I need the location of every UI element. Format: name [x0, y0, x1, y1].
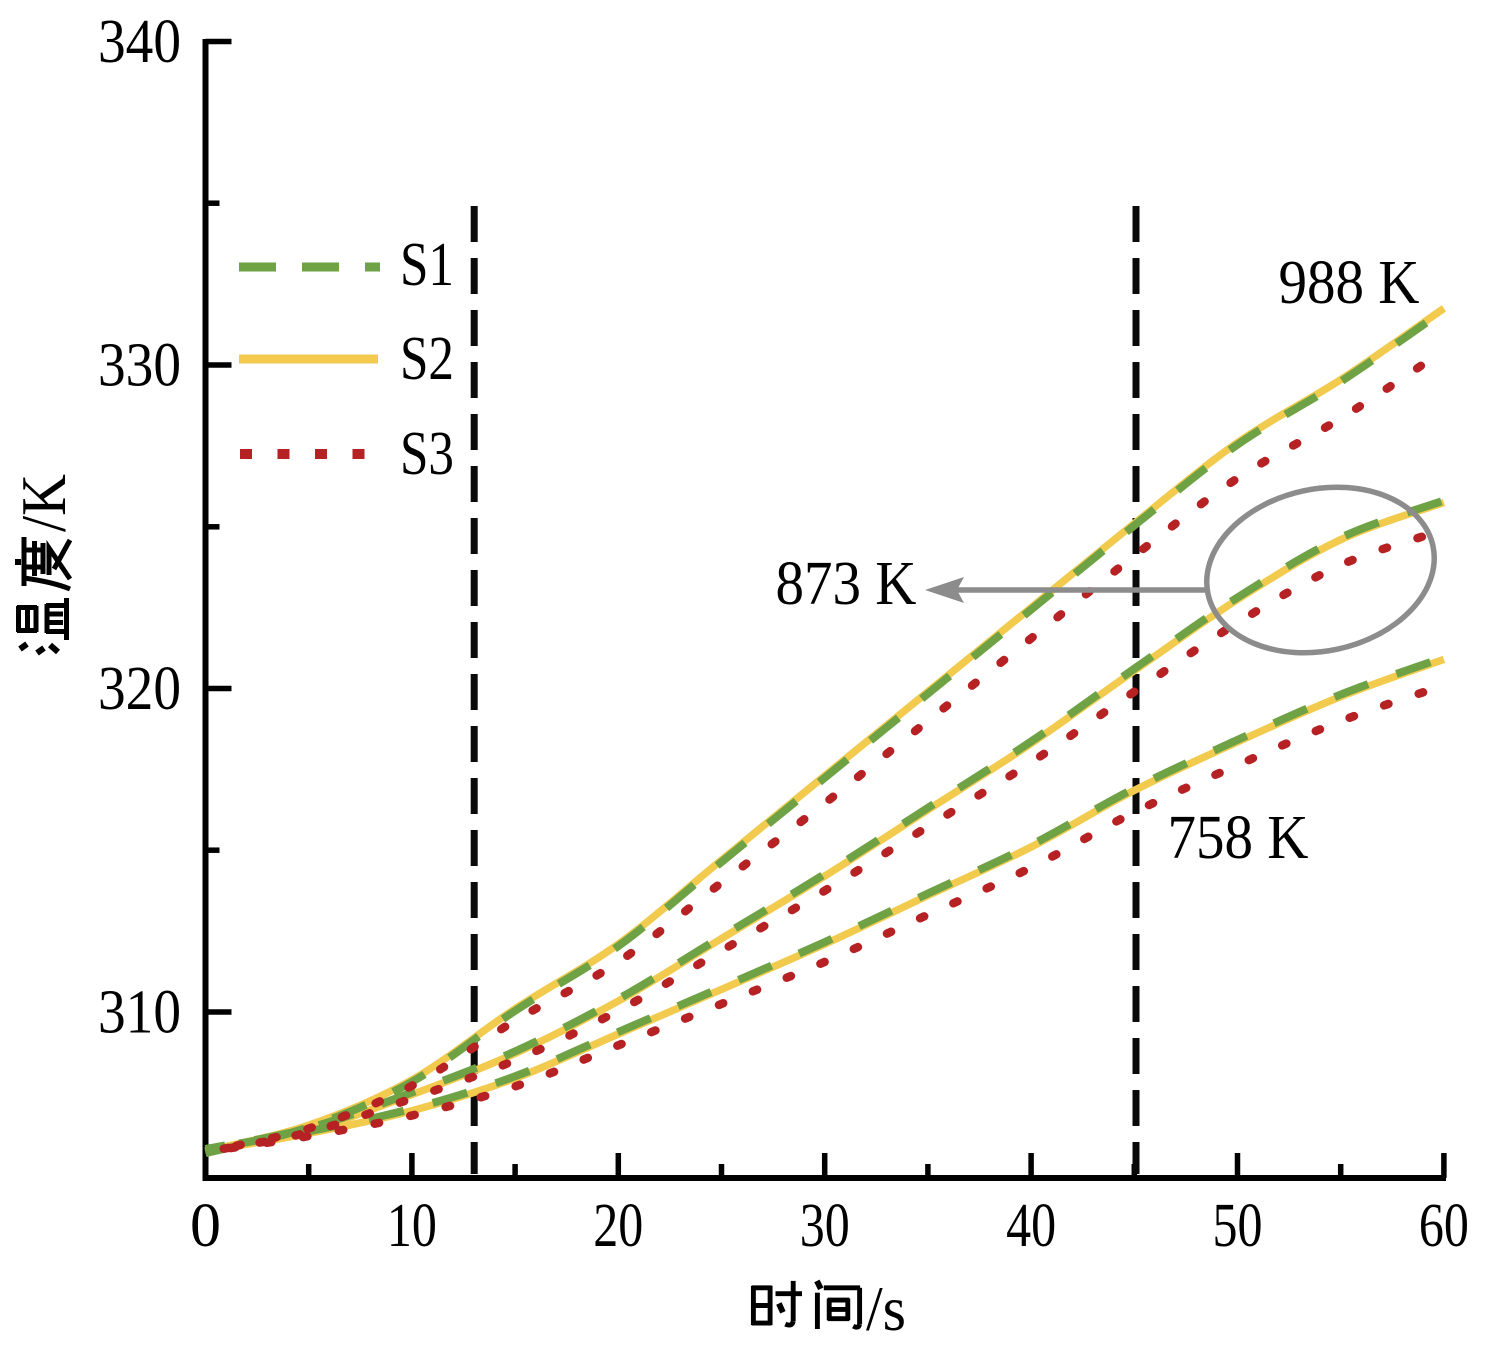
svg-text:20: 20 [593, 1192, 643, 1260]
svg-text:0: 0 [190, 1192, 221, 1260]
svg-text:320: 320 [98, 655, 181, 723]
svg-text:/K: /K [8, 474, 79, 532]
svg-text:10: 10 [387, 1192, 437, 1260]
svg-text:S2: S2 [400, 325, 454, 393]
svg-text:40: 40 [1006, 1192, 1056, 1260]
svg-text:758 K: 758 K [1168, 804, 1309, 872]
svg-text:873 K: 873 K [776, 550, 917, 618]
svg-text:340: 340 [98, 8, 181, 76]
svg-text:S1: S1 [400, 231, 454, 299]
svg-text:310: 310 [98, 979, 181, 1047]
svg-text:330: 330 [98, 332, 181, 400]
svg-text:50: 50 [1213, 1192, 1263, 1260]
svg-text:60: 60 [1419, 1192, 1469, 1260]
svg-text:S3: S3 [400, 420, 454, 488]
svg-text:30: 30 [800, 1192, 850, 1260]
svg-text:988 K: 988 K [1279, 249, 1420, 317]
svg-text:/s: /s [866, 1273, 906, 1344]
